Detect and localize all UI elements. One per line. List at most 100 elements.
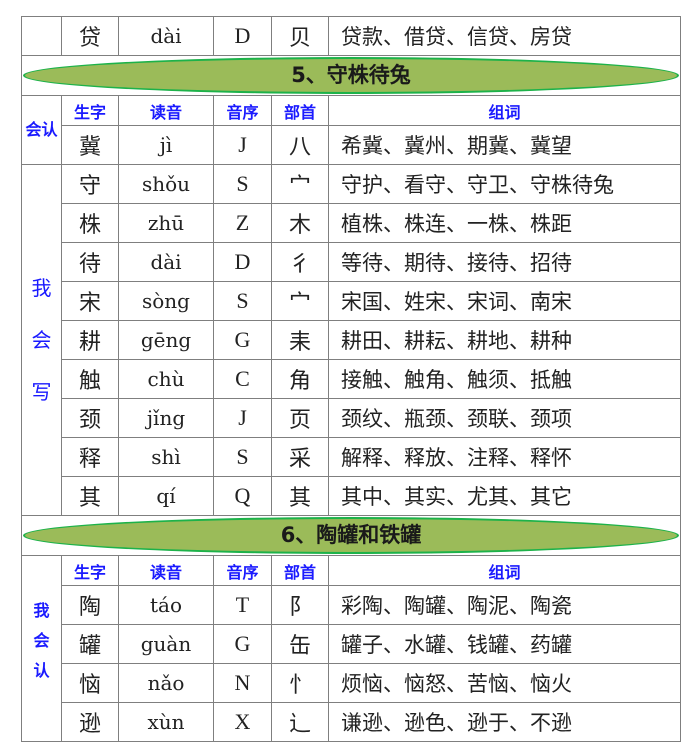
header-words: 组词: [328, 555, 681, 586]
lesson-banner-row: 5、守株待兔: [21, 55, 681, 96]
order-cell: T: [213, 585, 272, 625]
pinyin-cell: qí: [118, 476, 214, 516]
header-char: 生字: [61, 555, 119, 586]
pinyin-cell: gēng: [118, 320, 214, 360]
words-cell: 耕田、耕耘、耕地、耕种: [328, 320, 681, 360]
table-row: 罐 guàn G 缶罐子、水罐、钱罐、药罐: [22, 624, 681, 664]
char-cell: 释: [61, 437, 119, 477]
header-words: 组词: [328, 95, 681, 126]
table-row: 贷 dài D 贝 贷款、借贷、信贷、房贷: [21, 16, 681, 56]
words-cell: 宋国、姓宋、宋词、南宋: [328, 281, 681, 321]
table-row: 株 zhū Z 木植株、株连、一株、株距: [22, 203, 681, 243]
pinyin-cell: shǒu: [118, 164, 214, 204]
pinyin-cell: xùn: [118, 702, 214, 742]
header-order: 音序: [213, 95, 272, 126]
char-cell: 贷: [61, 16, 119, 56]
char-cell: 守: [61, 164, 119, 204]
radical-cell: 宀: [271, 281, 329, 321]
side-label-text: 我会写: [31, 276, 52, 404]
header-row: 我会认 生字 读音 音序 部首 组词: [21, 555, 681, 742]
header-char: 生字: [61, 95, 119, 126]
char-cell: 罐: [61, 624, 119, 664]
pinyin-cell: chù: [118, 359, 214, 399]
order-cell: S: [213, 437, 272, 477]
char-cell: 颈: [61, 398, 119, 438]
pinyin-cell: dài: [118, 242, 214, 282]
header-order: 音序: [213, 555, 272, 586]
table-row: 待 dài D 彳等待、期待、接待、招待: [22, 242, 681, 282]
pinyin-cell: jǐng: [118, 398, 214, 438]
header-pinyin: 读音: [118, 555, 214, 586]
order-cell: C: [213, 359, 272, 399]
radical-cell: 忄: [271, 663, 329, 703]
words-cell: 谦逊、逊色、逊于、不逊: [328, 702, 681, 742]
order-cell: G: [213, 624, 272, 664]
radical-cell: 耒: [271, 320, 329, 360]
pinyin-cell: nǎo: [118, 663, 214, 703]
table-row: 恼 nǎo N 忄烦恼、恼怒、苦恼、恼火: [22, 663, 681, 703]
words-cell: 颈纹、瓶颈、颈联、颈项: [328, 398, 681, 438]
words-cell: 植株、株连、一株、株距: [328, 203, 681, 243]
order-cell: D: [213, 242, 272, 282]
side-label: 我会认: [21, 555, 62, 742]
order-cell: D: [213, 16, 272, 56]
header-pinyin: 读音: [118, 95, 214, 126]
header-radical: 部首: [271, 95, 329, 126]
char-cell: 待: [61, 242, 119, 282]
words-cell: 守护、看守、守卫、守株待兔: [328, 164, 681, 204]
order-cell: J: [213, 125, 272, 165]
char-cell: 株: [61, 203, 119, 243]
radical-cell: 缶: [271, 624, 329, 664]
radical-cell: 八: [271, 125, 329, 165]
radical-cell: 贝: [271, 16, 329, 56]
char-cell: 冀: [61, 125, 119, 165]
lesson-banner-row: 6、陶罐和铁罐: [21, 515, 681, 556]
table-row: 我会写守 shǒu S 宀守护、看守、守卫、守株待兔: [21, 164, 681, 516]
words-cell: 烦恼、恼怒、苦恼、恼火: [328, 663, 681, 703]
radical-cell: 阝: [271, 585, 329, 625]
side-label-recognize: 会认: [21, 95, 62, 165]
table-row: 逊 xùn X 辶谦逊、逊色、逊于、不逊: [22, 702, 681, 742]
order-cell: G: [213, 320, 272, 360]
words-cell: 解释、释放、注释、释怀: [328, 437, 681, 477]
table-row: 触 chù C 角接触、触角、触须、抵触: [22, 359, 681, 399]
table-row: 其 qí Q 其其中、其实、尤其、其它: [22, 476, 681, 516]
pinyin-cell: dài: [118, 16, 214, 56]
order-cell: J: [213, 398, 272, 438]
table-row: 颈 jǐng J 页颈纹、瓶颈、颈联、颈项: [22, 398, 681, 438]
side-label-empty: [21, 16, 62, 56]
radical-cell: 彳: [271, 242, 329, 282]
pinyin-cell: táo: [118, 585, 214, 625]
table-row: 耕 gēng G 耒耕田、耕耘、耕地、耕种: [22, 320, 681, 360]
order-cell: S: [213, 164, 272, 204]
order-cell: S: [213, 281, 272, 321]
words-cell: 贷款、借贷、信贷、房贷: [328, 16, 681, 56]
order-cell: X: [213, 702, 272, 742]
lesson-5-title: 5、守株待兔: [23, 57, 679, 94]
radical-cell: 其: [271, 476, 329, 516]
table-row: 释 shì S 采解释、释放、注释、释怀: [22, 437, 681, 477]
words-cell: 其中、其实、尤其、其它: [328, 476, 681, 516]
pinyin-cell: jì: [118, 125, 214, 165]
radical-cell: 角: [271, 359, 329, 399]
order-cell: Q: [213, 476, 272, 516]
char-cell: 逊: [61, 702, 119, 742]
char-cell: 其: [61, 476, 119, 516]
order-cell: N: [213, 663, 272, 703]
header-radical: 部首: [271, 555, 329, 586]
char-cell: 恼: [61, 663, 119, 703]
table-row: 陶 táo T 阝彩陶、陶罐、陶泥、陶瓷: [22, 585, 681, 625]
words-cell: 彩陶、陶罐、陶泥、陶瓷: [328, 585, 681, 625]
char-cell: 陶: [61, 585, 119, 625]
radical-cell: 采: [271, 437, 329, 477]
words-cell: 等待、期待、接待、招待: [328, 242, 681, 282]
char-cell: 宋: [61, 281, 119, 321]
radical-cell: 木: [271, 203, 329, 243]
pinyin-cell: zhū: [118, 203, 214, 243]
pinyin-cell: guàn: [118, 624, 214, 664]
pinyin-cell: sòng: [118, 281, 214, 321]
pinyin-cell: shì: [118, 437, 214, 477]
table-row: 宋 sòng S 宀宋国、姓宋、宋词、南宋: [22, 281, 681, 321]
side-label: 我会写: [21, 164, 62, 516]
table-row: 冀 jì J 八希冀、冀州、期冀、冀望: [22, 125, 681, 165]
